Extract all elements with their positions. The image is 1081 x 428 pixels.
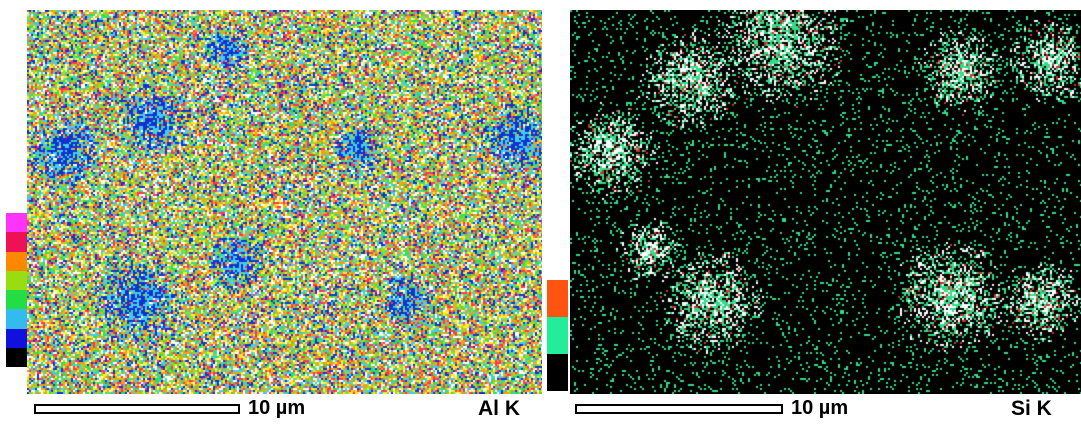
al-map-panel: 10 µm Al K <box>0 0 542 428</box>
si-elemental-map <box>570 10 1081 394</box>
al-scale-label: 10 µm <box>248 397 306 419</box>
al-colorbar-swatch <box>6 232 27 252</box>
al-colorbar-swatch <box>6 309 27 329</box>
al-colorbar-swatch <box>6 348 27 368</box>
si-map-panel: 10 µm Si K <box>541 0 1081 428</box>
al-colorbar-swatch <box>6 251 27 271</box>
si-scale-bar <box>575 404 783 414</box>
si-scale-label: 10 µm <box>791 397 849 419</box>
si-colorbar-swatch <box>547 354 568 391</box>
al-scale-bar <box>34 404 240 414</box>
si-colorbar-swatch <box>547 317 568 354</box>
al-colorbar-swatch <box>6 270 27 291</box>
al-colorbar-swatch <box>6 328 27 349</box>
al-element-label: Al K <box>478 397 520 420</box>
al-colorbar-swatch <box>6 213 27 233</box>
si-colorbar-swatch <box>547 280 568 317</box>
si-element-label: Si K <box>1011 397 1052 420</box>
al-colorbar <box>6 213 27 368</box>
al-elemental-map <box>27 10 542 394</box>
al-colorbar-swatch <box>6 290 27 310</box>
si-colorbar <box>547 280 568 391</box>
